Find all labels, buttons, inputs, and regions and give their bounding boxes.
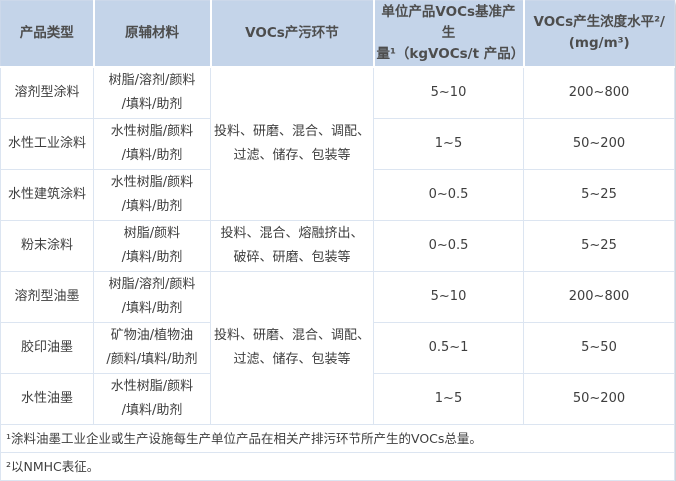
column-header-concentration-level: VOCs产生浓度水平²/ (mg/m³)	[522, 0, 675, 68]
cell-baseline: 5~10	[373, 66, 524, 119]
table-row-powder-coating: 粉末涂料 树脂/颜料 /填料/助剂 投料、混合、熔融挤出、 破碎、研磨、包装等 …	[0, 220, 675, 273]
cell-product: 水性建筑涂料	[0, 168, 94, 222]
cell-process-group-3: 投料、研磨、混合、调配、 过滤、储存、包装等	[210, 271, 374, 426]
cell-baseline: 1~5	[373, 373, 524, 426]
cell-process-group-2: 投料、混合、熔融挤出、 破碎、研磨、包装等	[210, 220, 374, 273]
cell-product: 溶剂型油墨	[0, 271, 94, 324]
table-row-solvent-coating: 溶剂型涂料 树脂/溶剂/颜料 /填料/助剂 投料、研磨、混合、调配、 过滤、储存…	[0, 66, 675, 222]
cell-baseline: 0.5~1	[373, 322, 524, 375]
cell-product: 溶剂型涂料	[0, 66, 94, 119]
cell-baseline: 0~0.5	[373, 220, 524, 273]
cell-concentration: 50~200	[523, 373, 675, 426]
cell-product: 水性工业涂料	[0, 117, 94, 170]
column-header-baseline-generation: 单位产品VOCs基准产生 量¹（kgVOCs/t 产品）	[372, 0, 524, 68]
cell-concentration: 5~50	[523, 322, 675, 375]
table-body: 溶剂型涂料 树脂/溶剂/颜料 /填料/助剂 投料、研磨、混合、调配、 过滤、储存…	[0, 66, 675, 481]
cell-product: 粉末涂料	[0, 220, 94, 273]
table-header: 产品类型 原辅材料 VOCs产污环节 单位产品VOCs基准产生 量¹（kgVOC…	[0, 0, 675, 68]
cell-baseline: 5~10	[373, 271, 524, 324]
cell-materials: 水性树脂/颜料 /填料/助剂	[93, 117, 211, 170]
footnote-2: ²以NMHC表征。	[0, 452, 675, 481]
column-header-product-type: 产品类型	[0, 0, 94, 68]
footnote-1: ¹涂料油墨工业企业或生产设施每生产单位产品在相关产排污环节所产生的VOCs总量。	[0, 424, 675, 454]
cell-process-group-1: 投料、研磨、混合、调配、 过滤、储存、包装等	[210, 66, 374, 222]
table-row-offset-ink: 胶印油墨 矿物油/植物油 /颜料/填料/助剂 0.5~1 5~50	[0, 322, 675, 375]
column-header-raw-materials: 原辅材料	[92, 0, 211, 68]
cell-materials: 树脂/溶剂/颜料 /填料/助剂	[93, 271, 211, 324]
footnote-row-1: ¹涂料油墨工业企业或生产设施每生产单位产品在相关产排污环节所产生的VOCs总量。	[0, 424, 675, 454]
cell-materials: 水性树脂/颜料 /填料/助剂	[93, 373, 211, 426]
cell-concentration: 5~25	[523, 168, 675, 222]
cell-materials: 矿物油/植物油 /颜料/填料/助剂	[93, 322, 211, 375]
cell-materials: 树脂/溶剂/颜料 /填料/助剂	[93, 66, 211, 119]
cell-product: 水性油墨	[0, 373, 94, 426]
cell-baseline: 0~0.5	[373, 168, 524, 222]
header-row: 产品类型 原辅材料 VOCs产污环节 单位产品VOCs基准产生 量¹（kgVOC…	[0, 0, 675, 68]
cell-concentration: 200~800	[523, 66, 675, 119]
table-row-waterborne-ink: 水性油墨 水性树脂/颜料 /填料/助剂 1~5 50~200	[0, 373, 675, 426]
cell-concentration: 50~200	[523, 117, 675, 170]
footnote-row-2: ²以NMHC表征。	[0, 452, 675, 481]
column-header-pollution-stages: VOCs产污环节	[209, 0, 374, 68]
cell-concentration: 200~800	[523, 271, 675, 324]
cell-materials: 树脂/颜料 /填料/助剂	[93, 220, 211, 273]
cell-baseline: 1~5	[373, 117, 524, 170]
table-row-solvent-ink: 溶剂型油墨 树脂/溶剂/颜料 /填料/助剂 投料、研磨、混合、调配、 过滤、储存…	[0, 271, 675, 426]
table-row-waterborne-industrial-coating: 水性工业涂料 水性树脂/颜料 /填料/助剂 1~5 50~200	[0, 117, 675, 170]
cell-materials: 水性树脂/颜料 /填料/助剂	[93, 168, 211, 222]
cell-concentration: 5~25	[523, 220, 675, 273]
table-row-waterborne-architectural-coating: 水性建筑涂料 水性树脂/颜料 /填料/助剂 0~0.5 5~25	[0, 168, 675, 222]
cell-product: 胶印油墨	[0, 322, 94, 375]
